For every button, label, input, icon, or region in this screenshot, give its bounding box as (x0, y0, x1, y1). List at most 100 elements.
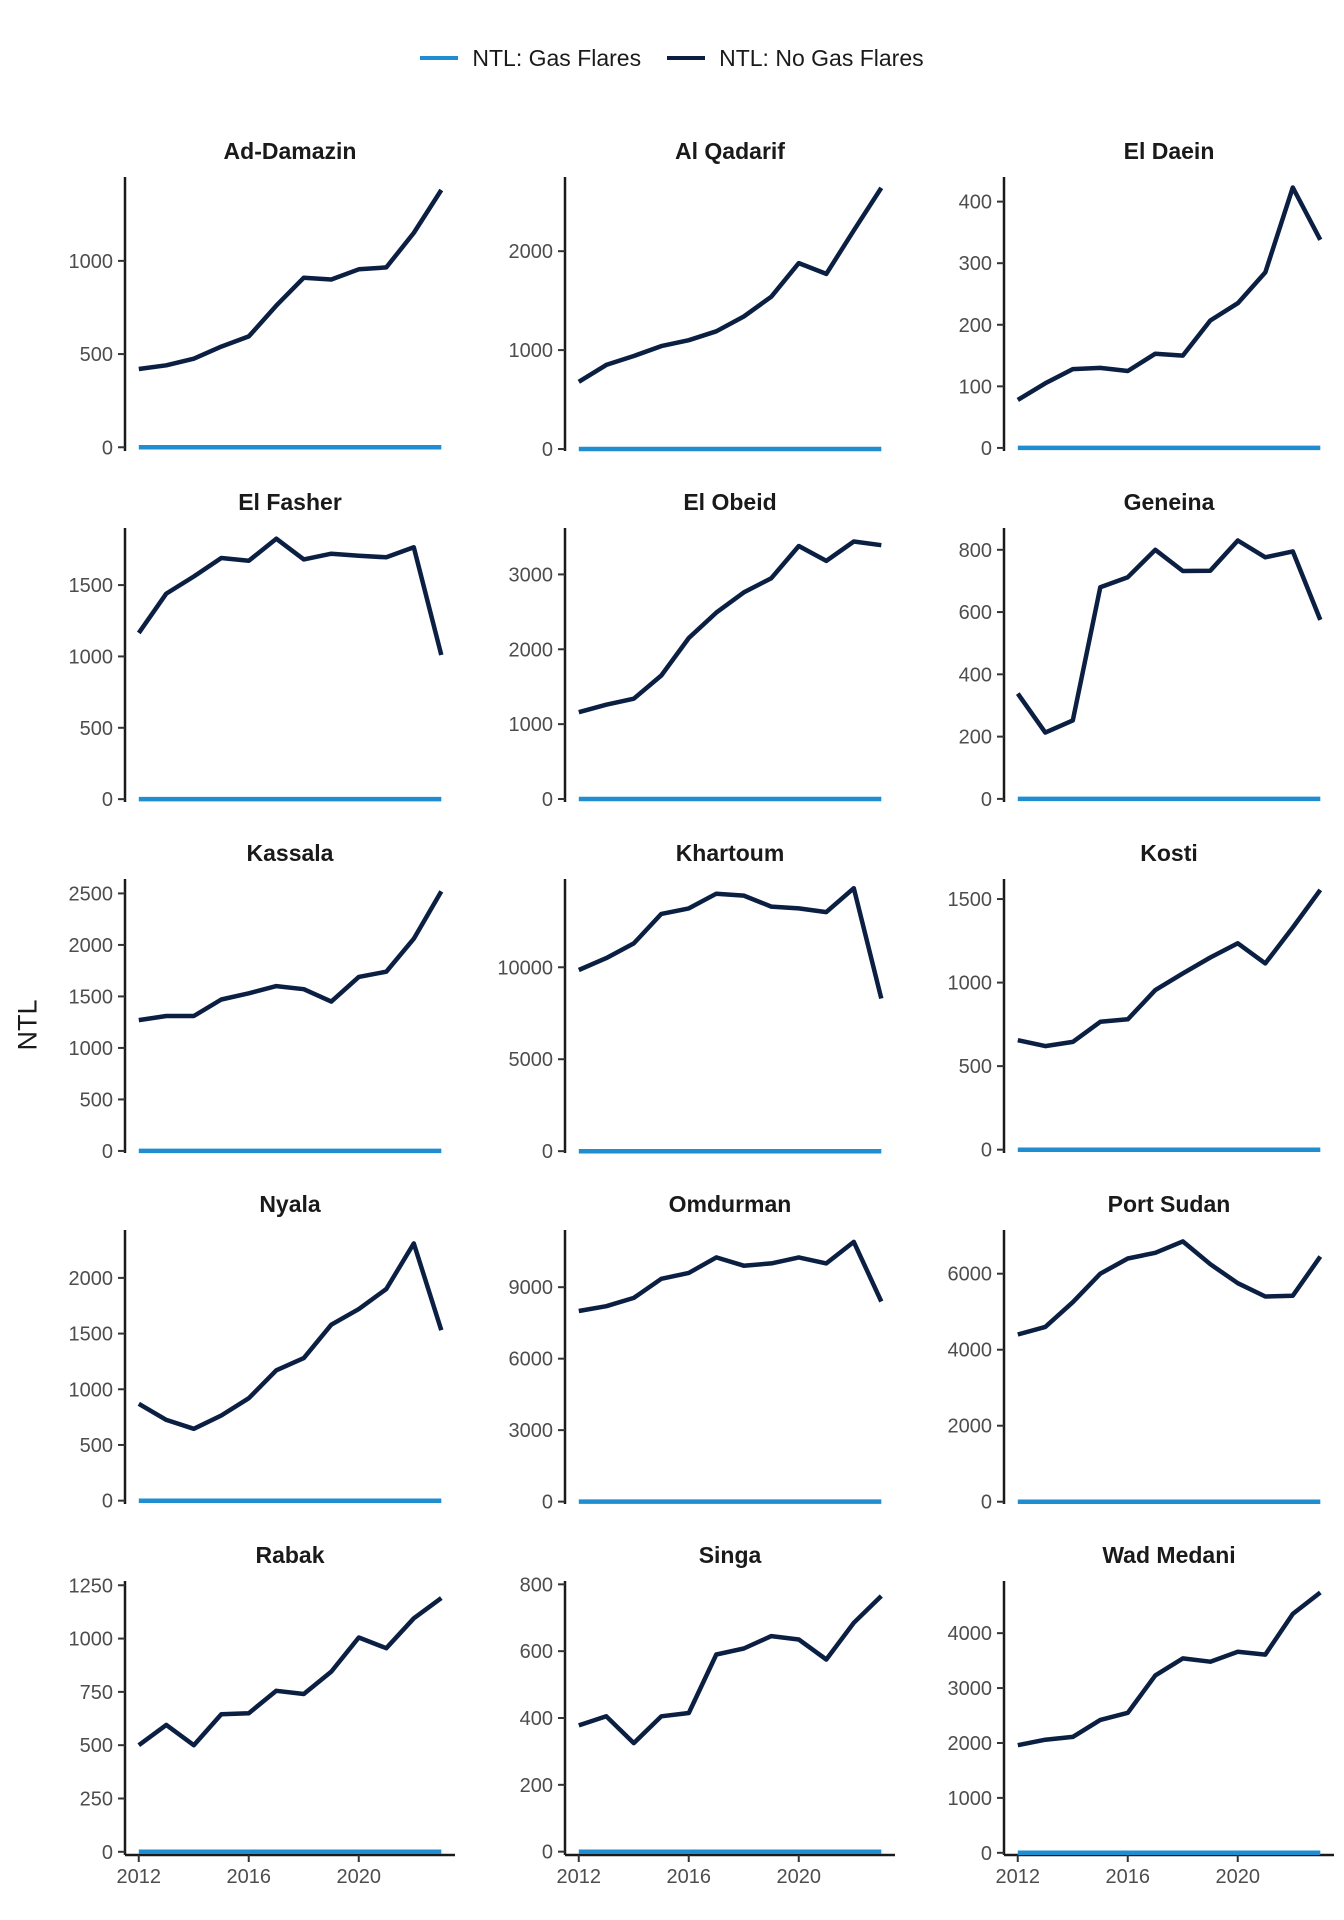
series-line-no-gas-flares-kosti (1017, 888, 1323, 1049)
y-tick-label: 200 (959, 727, 992, 749)
y-tick-label: 1000 (69, 646, 114, 668)
panel-title-khartoum: Khartoum (676, 840, 785, 866)
panel-omdurman: Omdurman 0 3000 6000 9000 (509, 1191, 884, 1514)
legend-swatch-gas-flares (420, 56, 459, 60)
series-line-no-gas-flares-geneina (1015, 538, 1323, 735)
y-tick-label: 1000 (69, 1038, 114, 1060)
y-tick-label: 400 (959, 664, 992, 686)
y-tick-label: 4000 (948, 1623, 993, 1645)
x-tick-label: 2012 (117, 1866, 162, 1888)
panel-khartoum: Khartoum 0 5000 10000 (497, 840, 884, 1163)
y-tick-label: 1000 (509, 340, 554, 362)
y-tick-label: 1500 (69, 575, 114, 597)
series-line-no-gas-flares-port-sudan (1017, 1239, 1323, 1337)
legend-label-gas-flares: NTL: Gas Flares (472, 44, 642, 71)
x-tick-label: 2020 (337, 1866, 382, 1888)
series-line-no-gas-flares-khartoum (577, 885, 884, 1000)
y-tick-label: 500 (80, 1735, 113, 1757)
panel-title-wad-medani: Wad Medani (1102, 1542, 1235, 1568)
legend-swatch-no-gas-flares (667, 56, 706, 60)
x-tick-label: 2020 (1216, 1866, 1261, 1888)
y-tick-label: 1000 (509, 714, 554, 736)
panel-title-kassala: Kassala (247, 840, 334, 866)
y-tick-label: 0 (102, 437, 113, 459)
y-tick-label: 1000 (948, 973, 993, 995)
panel-title-geneina: Geneina (1124, 489, 1215, 515)
y-tick-label: 500 (80, 344, 113, 366)
panel-title-port-sudan: Port Sudan (1108, 1191, 1231, 1217)
y-tick-label: 500 (80, 1435, 113, 1457)
legend: NTL: Gas Flares NTL: No Gas Flares (0, 38, 1344, 78)
y-tick-label: 800 (520, 1574, 553, 1596)
panel-title-el-obeid: El Obeid (683, 489, 776, 515)
y-tick-label: 6000 (509, 1349, 554, 1371)
series-line-no-gas-flares-omdurman (578, 1239, 884, 1314)
y-tick-label: 300 (959, 253, 992, 275)
legend-item-gas-flares[interactable]: NTL: Gas Flares (420, 45, 641, 72)
y-tick-label: 100 (959, 376, 992, 398)
y-tick-label: 0 (981, 438, 992, 460)
panel-el-fasher: El Fasher 0 500 1000 1500 (69, 489, 444, 811)
panel-kassala: Kassala 0 500 1000 1500 2000 2500 (69, 840, 444, 1163)
y-tick-label: 1000 (948, 1788, 993, 1810)
y-tick-label: 600 (959, 602, 992, 624)
y-tick-label: 0 (981, 1140, 992, 1162)
panel-singa: Singa 0 200 400 600 800 2012 2016 2020 (520, 1542, 895, 1888)
y-tick-label: 0 (102, 1141, 113, 1163)
y-tick-label: 1000 (69, 1629, 114, 1651)
panel-ad-damazin: Ad-Damazin 0 500 1000 (69, 138, 444, 459)
series-line-no-gas-flares-el-daein (1016, 185, 1323, 402)
panel-nyala: Nyala 0 500 1000 1500 2000 (69, 1191, 444, 1513)
panel-geneina: Geneina 0 200 400 600 800 (959, 489, 1323, 811)
y-tick-label: 0 (542, 789, 553, 811)
y-tick-label: 0 (542, 1492, 553, 1514)
x-tick-label: 2012 (557, 1866, 602, 1888)
y-tick-label: 400 (959, 192, 992, 214)
y-tick-label: 500 (959, 1056, 992, 1078)
y-tick-label: 2000 (509, 241, 554, 263)
y-tick-label: 10000 (497, 957, 553, 979)
y-tick-label: 9000 (509, 1277, 554, 1299)
series-line-no-gas-flares-nyala (137, 1241, 444, 1432)
y-tick-label: 5000 (509, 1049, 554, 1071)
y-tick-label: 0 (542, 1141, 553, 1163)
y-tick-label: 1500 (69, 1324, 114, 1346)
panel-title-singa: Singa (699, 1542, 762, 1568)
panel-title-rabak: Rabak (255, 1542, 324, 1568)
y-tick-label: 800 (959, 540, 992, 562)
series-line-no-gas-flares-rabak (137, 1596, 443, 1748)
y-tick-label: 0 (542, 1842, 553, 1864)
series-line-no-gas-flares-ad-damazin (138, 188, 444, 372)
y-tick-label: 600 (520, 1641, 553, 1663)
y-tick-label: 1500 (69, 986, 114, 1008)
x-tick-label: 2016 (667, 1866, 712, 1888)
y-tick-label: 200 (959, 315, 992, 337)
legend-label-no-gas-flares: NTL: No Gas Flares (719, 44, 924, 71)
y-tick-label: 250 (80, 1788, 113, 1810)
x-tick-label: 2012 (996, 1866, 1041, 1888)
y-tick-label: 0 (102, 789, 113, 811)
series-line-no-gas-flares-kassala (138, 890, 444, 1023)
y-tick-label: 1000 (69, 251, 114, 273)
y-tick-label: 2000 (948, 1733, 993, 1755)
y-tick-label: 2000 (69, 935, 114, 957)
y-tick-label: 500 (80, 1089, 113, 1111)
panel-title-kosti: Kosti (1140, 840, 1198, 866)
y-tick-label: 750 (80, 1682, 113, 1704)
panel-rabak: Rabak 0 250 500 750 1000 1250 2012 2016 2020 (69, 1542, 455, 1888)
panel-title-el-daein: El Daein (1124, 138, 1215, 164)
y-tick-label: 0 (542, 439, 553, 461)
y-tick-label: 4000 (948, 1340, 993, 1362)
legend-item-no-gas-flares[interactable]: NTL: No Gas Flares (667, 45, 924, 72)
panel-title-nyala: Nyala (259, 1191, 321, 1217)
y-tick-label: 1000 (69, 1379, 114, 1401)
y-tick-label: 0 (102, 1842, 113, 1864)
y-tick-label: 1500 (948, 889, 993, 911)
y-tick-label: 1250 (69, 1575, 114, 1597)
series-line-no-gas-flares-al-qadarif (577, 186, 884, 384)
y-tick-label: 0 (981, 1843, 992, 1865)
y-tick-label: 2000 (509, 639, 554, 661)
panel-al-qadarif: Al Qadarif 0 1000 2000 (509, 138, 884, 461)
y-tick-label: 400 (520, 1708, 553, 1730)
